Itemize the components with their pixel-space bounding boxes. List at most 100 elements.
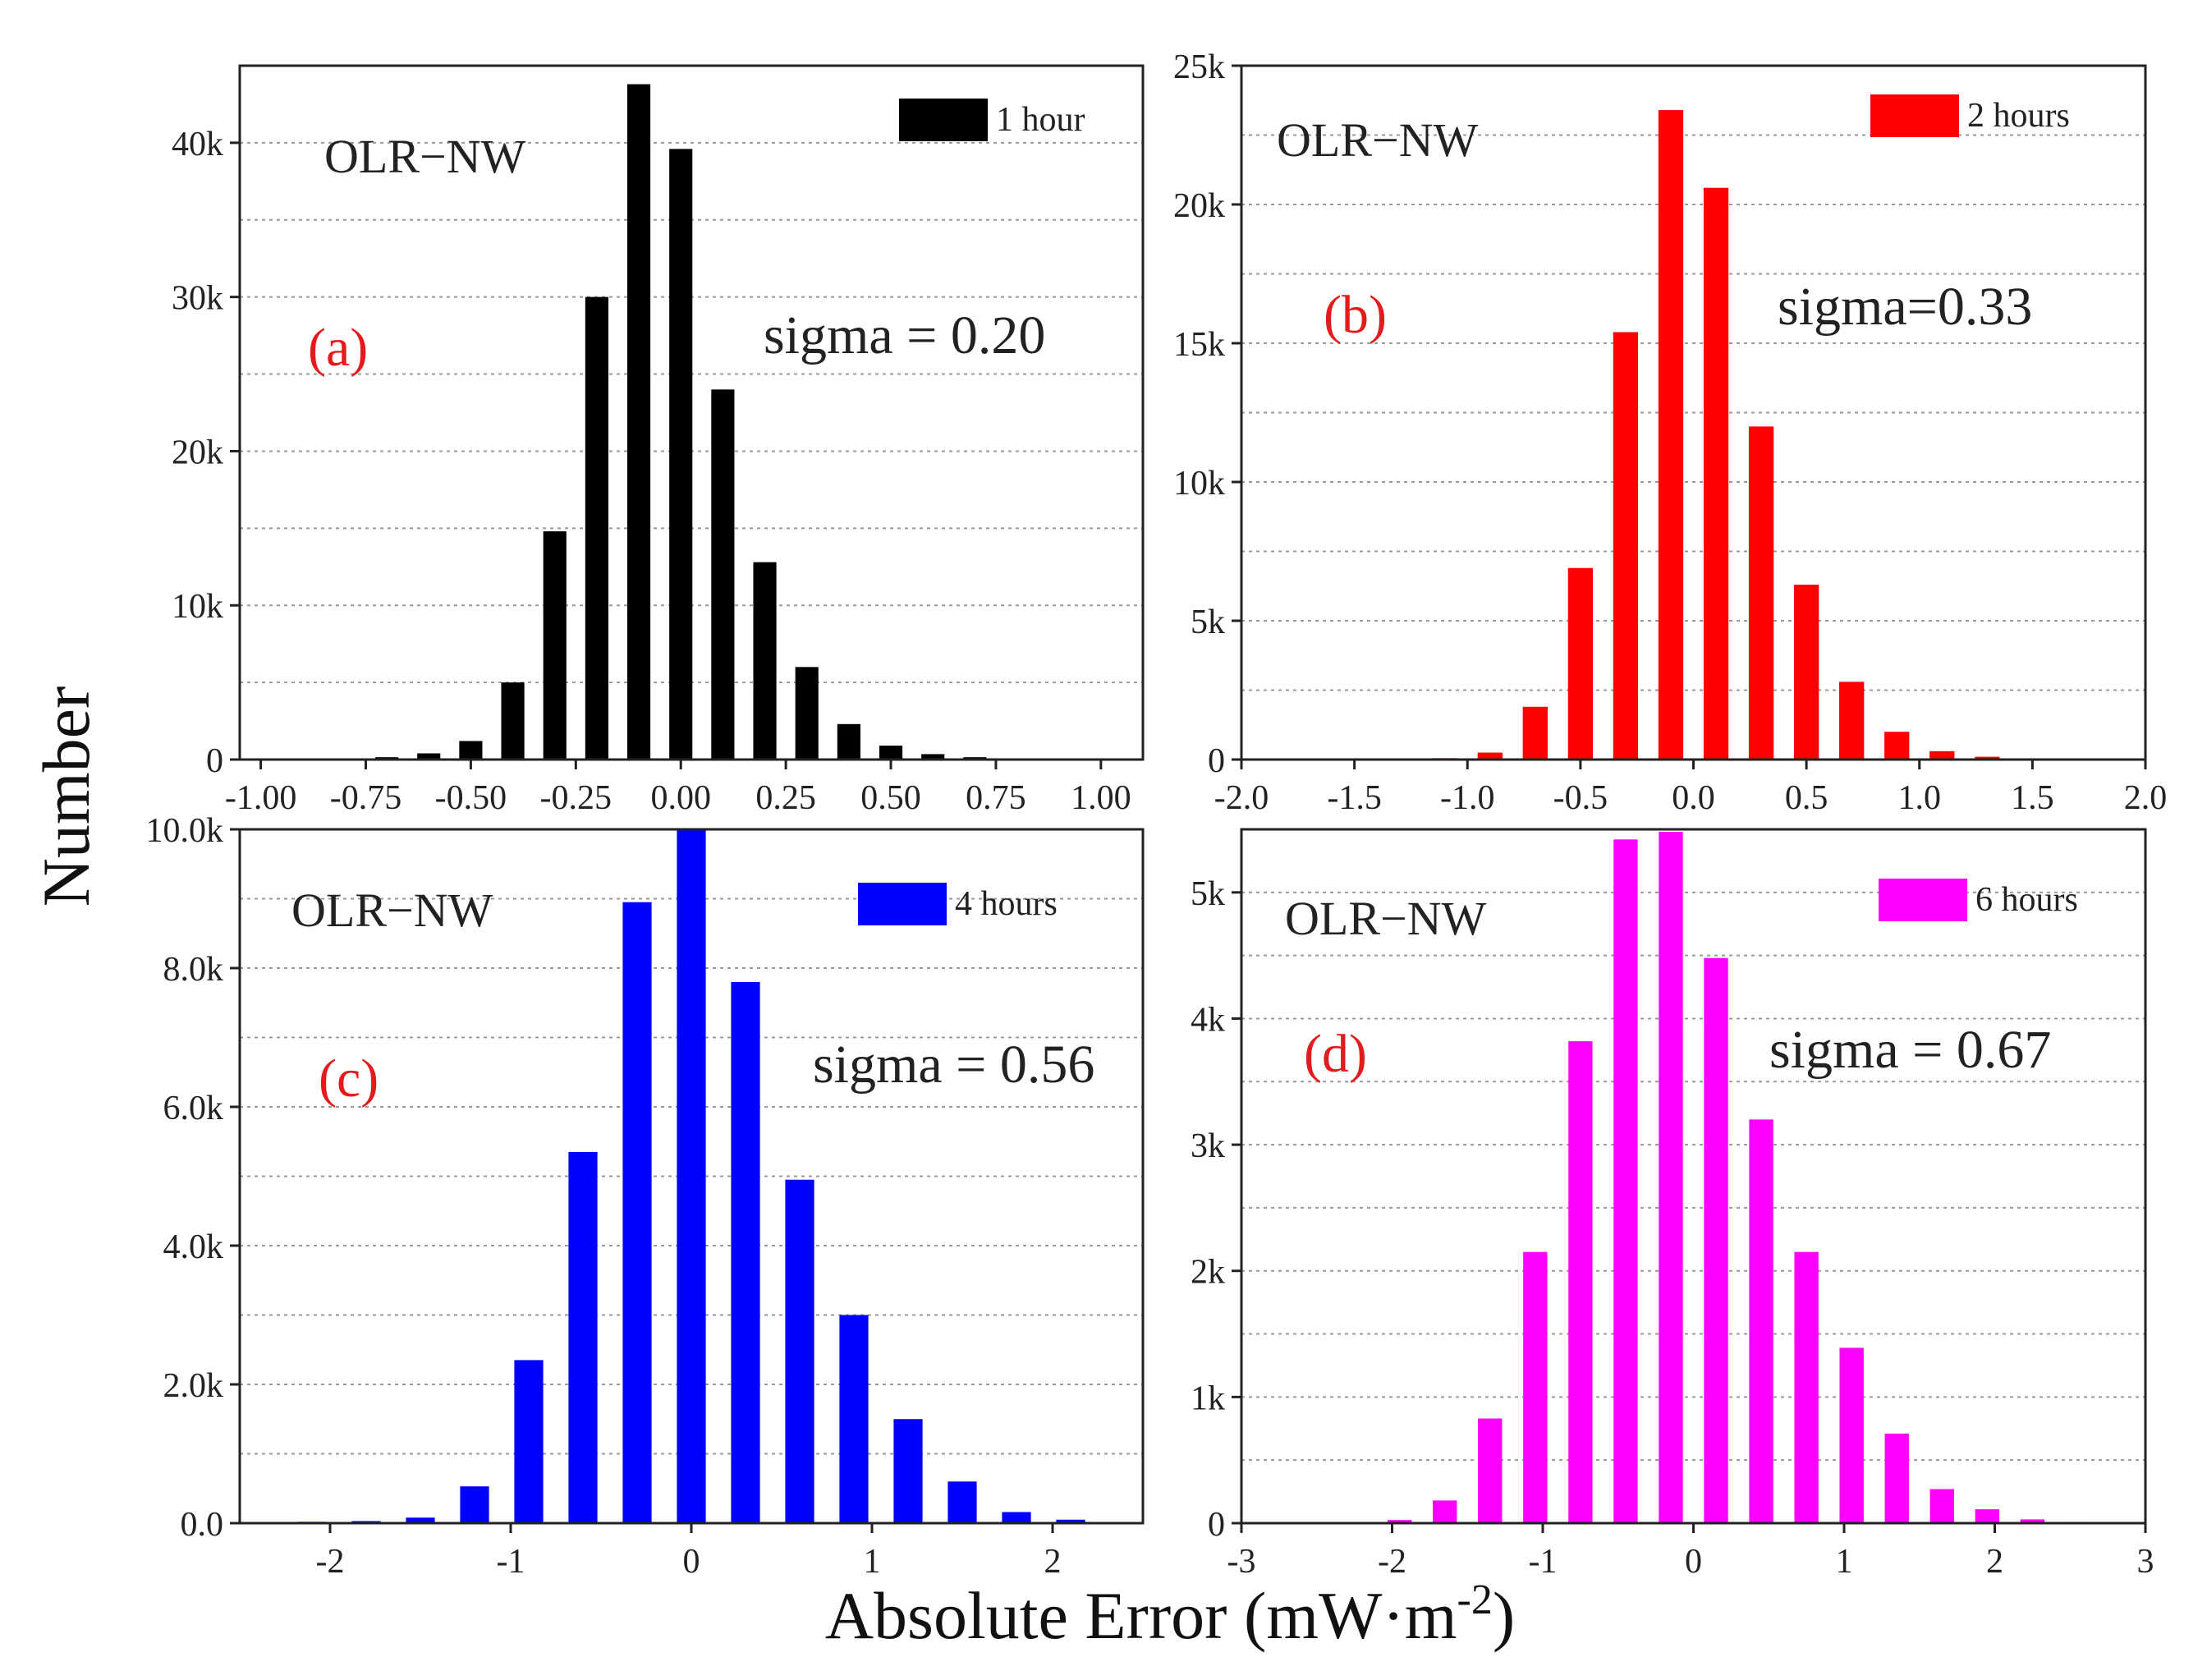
x-tick-label: 2 — [1986, 1543, 2003, 1581]
x-tick-label: -0.50 — [435, 779, 507, 817]
panel-b: -2.0 -1.5 -1.0 -0.5 0.0 0.5 1.0 1.5 2.0 0 5k 10k 15k… — [1173, 48, 2167, 817]
legend-label: 6 hours — [1975, 881, 2078, 919]
bar — [459, 741, 483, 760]
bar — [1975, 1509, 2000, 1523]
panel-d: -3 -2 -1 0 1 2 3 0 1k 2k 3k 4k 5k OLR−NW (d) sigma = 0.… — [1191, 828, 2154, 1581]
y-tick-label: 3k — [1191, 1127, 1225, 1165]
x-tick-label: -1 — [1529, 1543, 1558, 1581]
bar — [1884, 1433, 1909, 1523]
bar — [1056, 1519, 1085, 1523]
bar — [626, 84, 651, 760]
bar — [795, 667, 819, 760]
bar — [1659, 832, 1683, 1523]
bar — [837, 723, 860, 760]
bar — [1523, 1251, 1548, 1523]
bar — [893, 1419, 923, 1523]
x-tick-label: -1 — [497, 1543, 525, 1581]
site-label: OLR−NW — [1277, 113, 1479, 167]
y-tick-label: 30k — [172, 280, 223, 318]
legend-swatch — [1870, 94, 1959, 137]
bar — [585, 296, 608, 760]
panel-c: -2 -1 0 1 2 0.0 2.0k 4.0k 6.0k 8.0k 10.0k OLR−NW (c)… — [146, 812, 1145, 1581]
bar — [677, 829, 706, 1523]
bar — [2020, 1519, 2045, 1523]
y-tick-label: 20k — [1173, 187, 1225, 225]
y-tick-label: 0 — [1208, 1506, 1225, 1544]
bar — [879, 746, 903, 760]
bar — [1884, 732, 1910, 760]
sigma-annotation: sigma = 0.67 — [1769, 1020, 2051, 1080]
x-tick-label: 0.00 — [650, 779, 711, 817]
y-tick-label: 25k — [1173, 48, 1225, 86]
y-tick-label: 10k — [172, 588, 223, 626]
bar — [1839, 682, 1865, 760]
y-axis-title: Number — [29, 686, 103, 907]
bar — [1478, 1418, 1503, 1523]
x-axis-title-main: Absolute Error (mW·m — [825, 1578, 1457, 1653]
y-tick-label: 0 — [1208, 742, 1225, 780]
x-tick-label: -1.5 — [1327, 779, 1382, 817]
y-tick-label: 20k — [172, 434, 223, 471]
bar — [1658, 110, 1684, 760]
bar — [406, 1517, 435, 1523]
y-tick-label: 10.0k — [146, 812, 224, 850]
bar — [1793, 585, 1819, 760]
x-tick-label: 0 — [683, 1543, 700, 1581]
bar — [753, 562, 777, 760]
bar — [839, 1315, 869, 1523]
y-tick-label: 8.0k — [163, 951, 224, 989]
y-tick-label: 10k — [1173, 465, 1225, 503]
x-tick-label: -0.5 — [1553, 779, 1608, 817]
x-tick-label: -1.0 — [1440, 779, 1495, 817]
site-label: OLR−NW — [1285, 892, 1487, 945]
bar — [543, 531, 567, 760]
legend-swatch — [858, 883, 947, 925]
bar — [1613, 839, 1638, 1523]
x-tick-label: 0.75 — [966, 779, 1026, 817]
x-tick-label: -0.75 — [330, 779, 402, 817]
x-tick-label: -2 — [1378, 1543, 1406, 1581]
x-axis-title: Absolute Error (mW·m-2) — [825, 1577, 1515, 1653]
bar — [417, 753, 441, 760]
bar — [460, 1486, 489, 1523]
legend-label: 1 hour — [996, 101, 1085, 139]
bar — [947, 1481, 977, 1523]
bar — [731, 981, 760, 1523]
y-tick-label: 4.0k — [163, 1228, 224, 1266]
bar — [1839, 1347, 1864, 1523]
y-tick-label: 15k — [1173, 326, 1225, 364]
y-tick-label: 0.0 — [181, 1506, 224, 1544]
bar — [514, 1360, 544, 1523]
bar — [1477, 752, 1503, 760]
bar — [1748, 426, 1774, 760]
site-label: OLR−NW — [291, 884, 493, 937]
y-tick-label: 1k — [1191, 1379, 1225, 1417]
y-tick-label: 5k — [1191, 875, 1225, 913]
y-tick-label: 0 — [206, 742, 223, 780]
sigma-annotation: sigma = 0.20 — [764, 305, 1045, 365]
bar — [1794, 1251, 1819, 1523]
x-tick-label: 2.0 — [2124, 779, 2168, 817]
bar — [1703, 187, 1729, 760]
bar — [785, 1179, 814, 1523]
sigma-annotation: sigma=0.33 — [1778, 277, 2032, 337]
bar — [501, 682, 525, 760]
x-tick-label: 0.25 — [755, 779, 816, 817]
bar — [1975, 756, 2000, 760]
x-tick-label: 0.0 — [1672, 779, 1715, 817]
plot-frame — [238, 64, 1145, 761]
bar — [1387, 1520, 1412, 1523]
legend-swatch — [1879, 879, 1967, 921]
bar — [669, 149, 693, 760]
bar — [1567, 567, 1594, 760]
x-tick-label: -0.25 — [540, 779, 613, 817]
bar — [1002, 1512, 1031, 1523]
x-tick-label: -2 — [316, 1543, 345, 1581]
y-tick-label: 4k — [1191, 1001, 1225, 1039]
bar — [568, 1151, 598, 1523]
sigma-annotation: sigma = 0.56 — [813, 1035, 1094, 1095]
legend-label: 2 hours — [1967, 97, 2070, 135]
bar — [1522, 706, 1548, 760]
x-tick-label: 0.50 — [860, 779, 921, 817]
